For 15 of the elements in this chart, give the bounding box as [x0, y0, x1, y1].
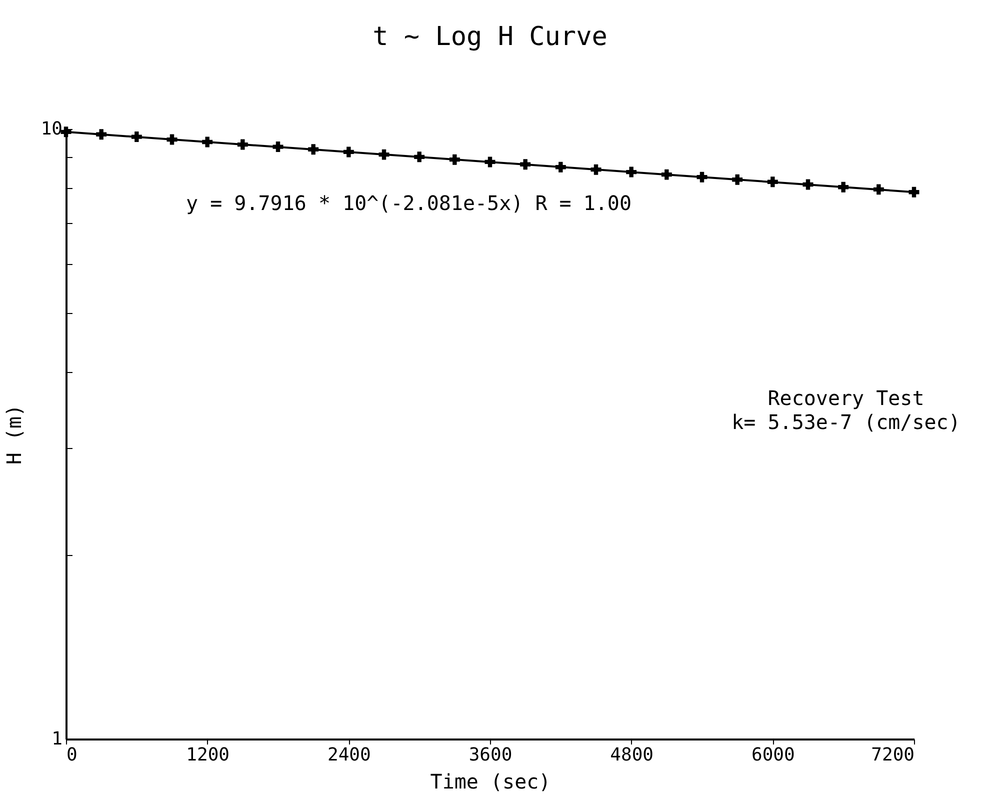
annotation: k= 5.53e-7 (cm/sec) — [732, 410, 960, 434]
chart-title: t ~ Log H Curve — [372, 22, 608, 52]
y-tick-label: 1 — [52, 728, 62, 750]
x-tick-label: 4800 — [610, 744, 654, 766]
x-tick-label: 2400 — [327, 744, 371, 766]
x-tick-label: 1200 — [186, 744, 230, 766]
annotation: Recovery Test — [768, 386, 924, 410]
y-axis-title: H (m) — [2, 404, 26, 465]
y-tick-label: 10 — [40, 118, 62, 140]
annotation: y = 9.7916 * 10^(-2.081e-5x) R = 1.00 — [186, 191, 632, 215]
x-tick-label: 3600 — [468, 744, 512, 766]
x-tick-label: 6000 — [751, 744, 795, 766]
x-axis-title: Time (sec) — [430, 770, 551, 794]
x-tick-label: 7200 — [871, 744, 914, 766]
x-tick-label: 0 — [66, 744, 78, 766]
